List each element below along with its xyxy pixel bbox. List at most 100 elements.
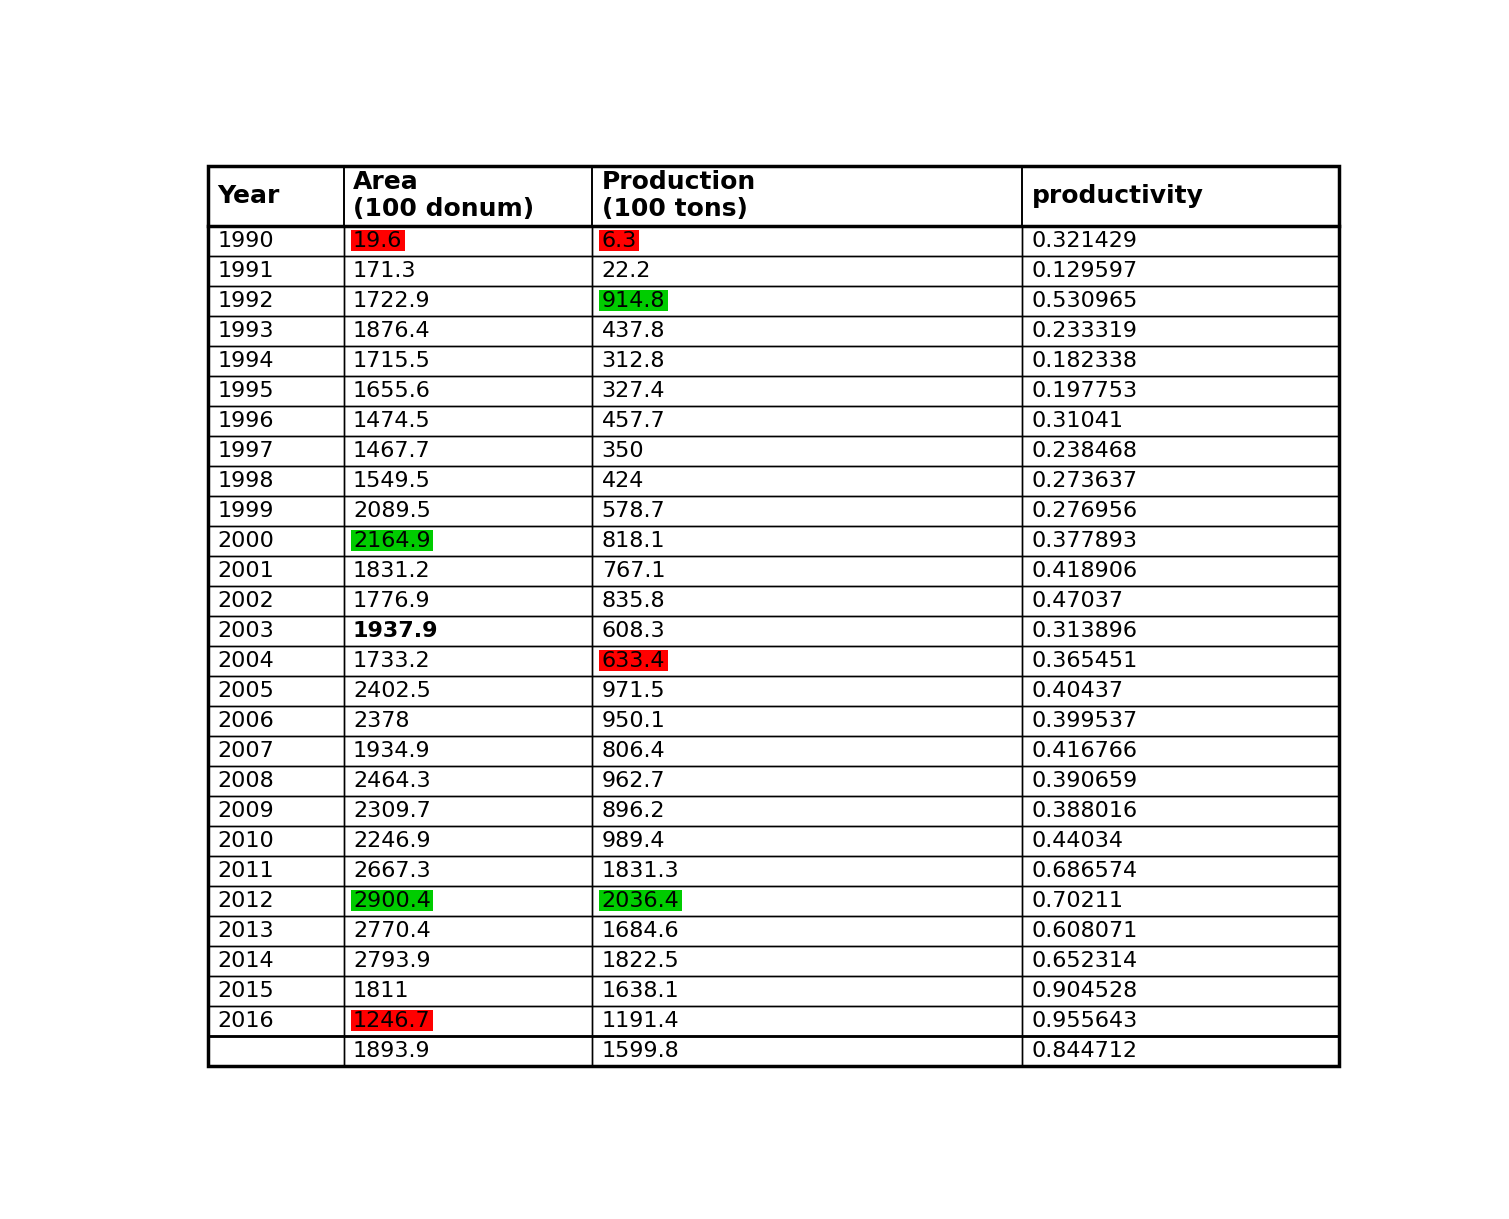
Bar [593,975,1022,1006]
Bar [593,886,1022,915]
Bar [344,616,593,646]
Text: 22.2: 22.2 [602,261,650,280]
Text: 0.313896: 0.313896 [1032,620,1138,641]
Bar [1022,525,1338,556]
Text: 2013: 2013 [217,920,275,941]
Bar [350,230,404,251]
Text: 1937.9: 1937.9 [353,620,439,641]
Bar [208,166,344,226]
Bar [1022,226,1338,256]
Text: 0.44034: 0.44034 [1032,830,1123,851]
Text: 2004: 2004 [217,651,275,670]
Text: 2378: 2378 [353,711,409,730]
Bar [599,890,682,912]
Bar [1022,496,1338,525]
Bar [1022,345,1338,375]
Bar [344,435,593,466]
Bar [350,890,433,912]
Text: 0.321429: 0.321429 [1032,230,1138,251]
Text: 0.276956: 0.276956 [1032,501,1138,521]
Text: 2012: 2012 [217,891,275,911]
Text: 2006: 2006 [217,711,275,730]
Text: 2309.7: 2309.7 [353,801,430,820]
Text: 1893.9: 1893.9 [353,1041,430,1061]
Bar [1022,316,1338,345]
Text: 989.4: 989.4 [602,830,665,851]
Bar [593,646,1022,675]
Text: 0.182338: 0.182338 [1032,351,1138,371]
Bar [593,675,1022,706]
Text: 2010: 2010 [217,830,275,851]
Text: 1996: 1996 [217,411,273,430]
Text: 2667.3: 2667.3 [353,861,430,880]
Bar [208,1006,344,1036]
Text: 1992: 1992 [217,290,273,311]
Bar [208,735,344,766]
Bar [208,316,344,345]
Text: 896.2: 896.2 [602,801,665,820]
Bar [344,975,593,1006]
Text: 0.238468: 0.238468 [1032,440,1138,461]
Bar [1022,285,1338,316]
Text: 835.8: 835.8 [602,590,665,611]
Text: 1997: 1997 [217,440,273,461]
Text: 1474.5: 1474.5 [353,411,430,430]
Bar [593,735,1022,766]
Text: 2770.4: 2770.4 [353,920,430,941]
Bar [208,646,344,675]
Bar [208,435,344,466]
Text: 1467.7: 1467.7 [353,440,430,461]
Text: 1655.6: 1655.6 [353,380,432,401]
Text: 1831.2: 1831.2 [353,561,430,580]
Bar [593,525,1022,556]
Text: 2008: 2008 [217,770,275,791]
Text: productivity: productivity [1032,184,1203,207]
Bar [344,285,593,316]
Text: 1191.4: 1191.4 [602,1011,679,1030]
Bar [344,525,593,556]
Bar [208,556,344,585]
Bar [1022,406,1338,435]
Bar [208,766,344,796]
Bar [350,530,433,551]
Bar [593,1036,1022,1065]
Text: 0.608071: 0.608071 [1032,920,1138,941]
Text: 1776.9: 1776.9 [353,590,430,611]
Bar [344,735,593,766]
Bar [593,1006,1022,1036]
Text: 0.233319: 0.233319 [1032,321,1138,340]
Bar [1022,375,1338,406]
Bar [344,406,593,435]
Bar [344,766,593,796]
Text: 0.390659: 0.390659 [1032,770,1138,791]
Bar [208,256,344,285]
Bar [208,406,344,435]
Bar [593,856,1022,886]
Text: 0.365451: 0.365451 [1032,651,1138,670]
Bar [208,886,344,915]
Text: 633.4: 633.4 [602,651,665,670]
Bar [593,435,1022,466]
Text: 971.5: 971.5 [602,680,665,701]
Bar [344,256,593,285]
Bar [344,825,593,856]
Text: 0.418906: 0.418906 [1032,561,1138,580]
Text: Year: Year [217,184,279,207]
Bar [1022,166,1338,226]
Bar [599,230,640,251]
Text: 2164.9: 2164.9 [353,530,430,551]
Bar [1022,735,1338,766]
Text: 0.273637: 0.273637 [1032,471,1138,490]
Bar [593,375,1022,406]
Text: 1934.9: 1934.9 [353,741,430,761]
Text: 1811: 1811 [353,980,409,1001]
Bar [593,946,1022,975]
Bar [344,675,593,706]
Bar [344,856,593,886]
Bar [593,706,1022,735]
Bar [344,706,593,735]
Text: 608.3: 608.3 [602,620,665,641]
Bar [1022,616,1338,646]
Text: 0.416766: 0.416766 [1032,741,1138,761]
Bar [208,466,344,496]
